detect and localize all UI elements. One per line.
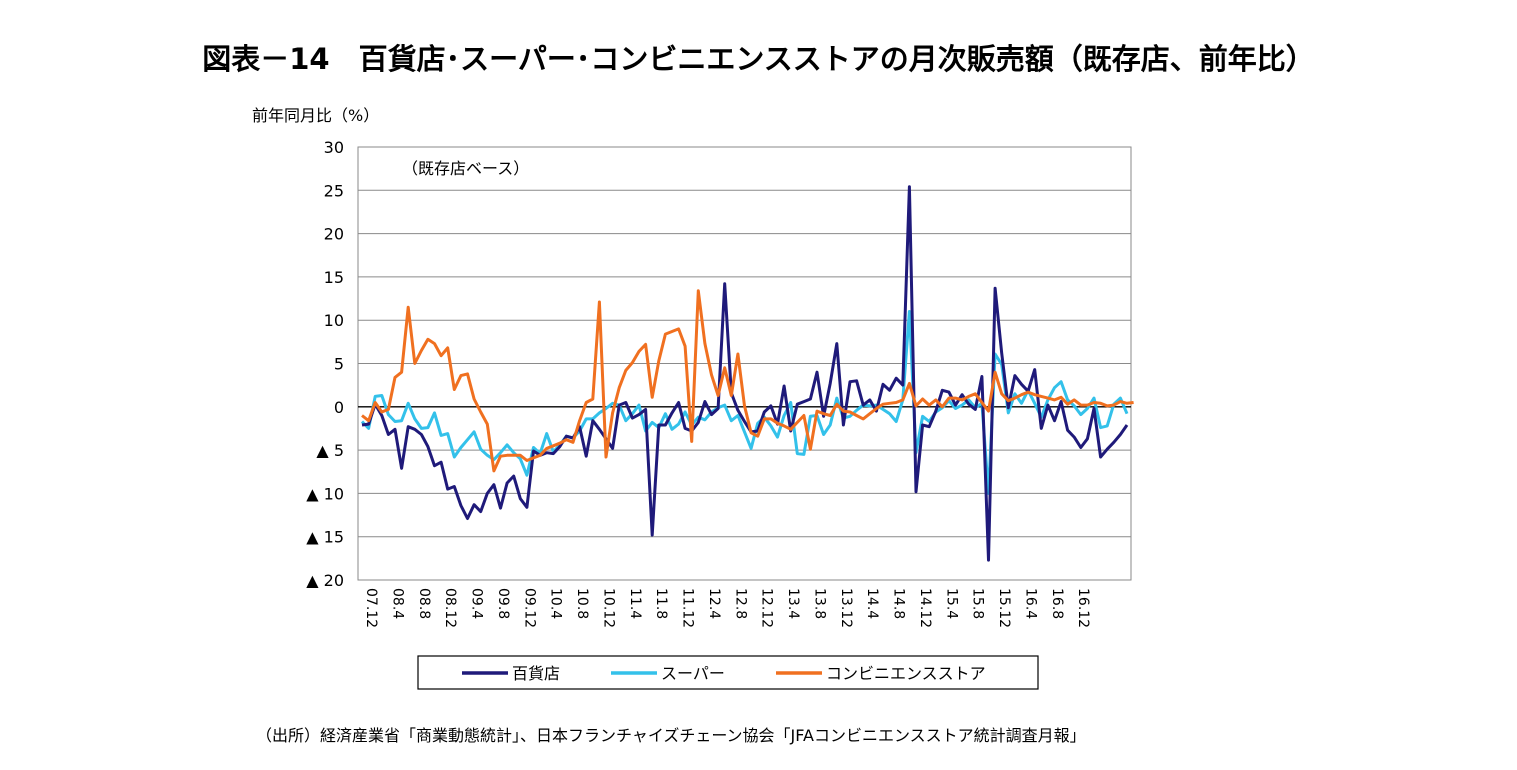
y-tick-label: 5 [334, 355, 344, 374]
x-tick-label: 08.8 [416, 588, 432, 619]
x-tick-label: 15.8 [970, 588, 986, 619]
y-tick-label: ▲ 20 [306, 571, 344, 590]
x-tick-label: 08.12 [442, 588, 458, 628]
series-line-convenience-store [361, 289, 1134, 473]
x-axis-ticks: 07.12 08.4 08.8 08.12 09.4 09.8 09.12 10.4 10.8 1… [363, 588, 1091, 628]
x-tick-label: 08.4 [389, 588, 405, 619]
x-tick-label: 11.12 [680, 588, 696, 628]
x-tick-label: 15.12 [996, 588, 1012, 628]
legend-label-supermarket: スーパー [661, 664, 725, 683]
y-tick-label: 30 [324, 138, 344, 157]
x-tick-label: 16.4 [1022, 588, 1038, 619]
x-tick-label: 09.4 [469, 588, 485, 619]
x-tick-label: 16.8 [1049, 588, 1065, 619]
y-tick-label: 25 [324, 181, 344, 200]
x-tick-label: 10.12 [600, 588, 616, 628]
x-tick-label: 13.4 [785, 588, 801, 619]
y-tick-label: 15 [324, 268, 344, 287]
x-tick-label: 13.12 [838, 588, 854, 628]
y-tick-label: ▲ 5 [316, 441, 344, 460]
x-tick-label: 12.12 [759, 588, 775, 628]
chart-title: 図表－14 百貨店･スーパー･コンビニエンスストアの月次販売額（既存店、前年比） [202, 42, 1315, 76]
series-lines [360, 185, 1134, 562]
series-line-supermarket [360, 310, 1129, 495]
x-tick-label: 14.4 [864, 588, 880, 619]
x-tick-label: 10.8 [574, 588, 590, 619]
x-tick-label: 11.8 [653, 588, 669, 619]
y-tick-label: ▲ 10 [306, 484, 344, 503]
y-tick-label: 10 [324, 311, 344, 330]
x-tick-label: 13.8 [811, 588, 827, 619]
x-tick-label: 09.8 [495, 588, 511, 619]
y-tick-label: ▲ 15 [306, 528, 344, 547]
series-line-department-store [361, 185, 1129, 562]
y-axis-ticks: 30 25 20 15 10 5 0 ▲ 5 ▲ 10 ▲ 15 ▲ 20 [306, 138, 344, 590]
x-tick-label: 07.12 [363, 588, 379, 628]
x-tick-label: 14.8 [891, 588, 907, 619]
y-tick-label: 0 [334, 398, 344, 417]
x-tick-label: 12.8 [732, 588, 748, 619]
y-tick-label: 20 [324, 225, 344, 244]
x-tick-label: 10.4 [548, 588, 564, 619]
x-tick-label: 14.12 [917, 588, 933, 628]
chart-annotation: （既存店ベース） [402, 159, 529, 178]
source-note: （出所）経済産業省「商業動態統計」、日本フランチャイズチェーン協会「JFAコンビ… [256, 726, 1086, 745]
legend-box [417, 655, 1039, 690]
x-tick-label: 16.12 [1075, 588, 1091, 628]
x-tick-label: 15.4 [943, 588, 959, 619]
x-tick-label: 09.12 [521, 588, 537, 628]
legend-label-department-store: 百貨店 [512, 664, 560, 683]
y-axis-label: 前年同月比（%） [252, 106, 379, 125]
x-tick-label: 12.4 [706, 588, 722, 619]
legend-label-convenience-store: コンビニエンスストア [826, 664, 986, 683]
x-tick-label: 11.4 [627, 588, 643, 619]
legend: 百貨店 スーパー コンビニエンスストア [417, 655, 1039, 690]
